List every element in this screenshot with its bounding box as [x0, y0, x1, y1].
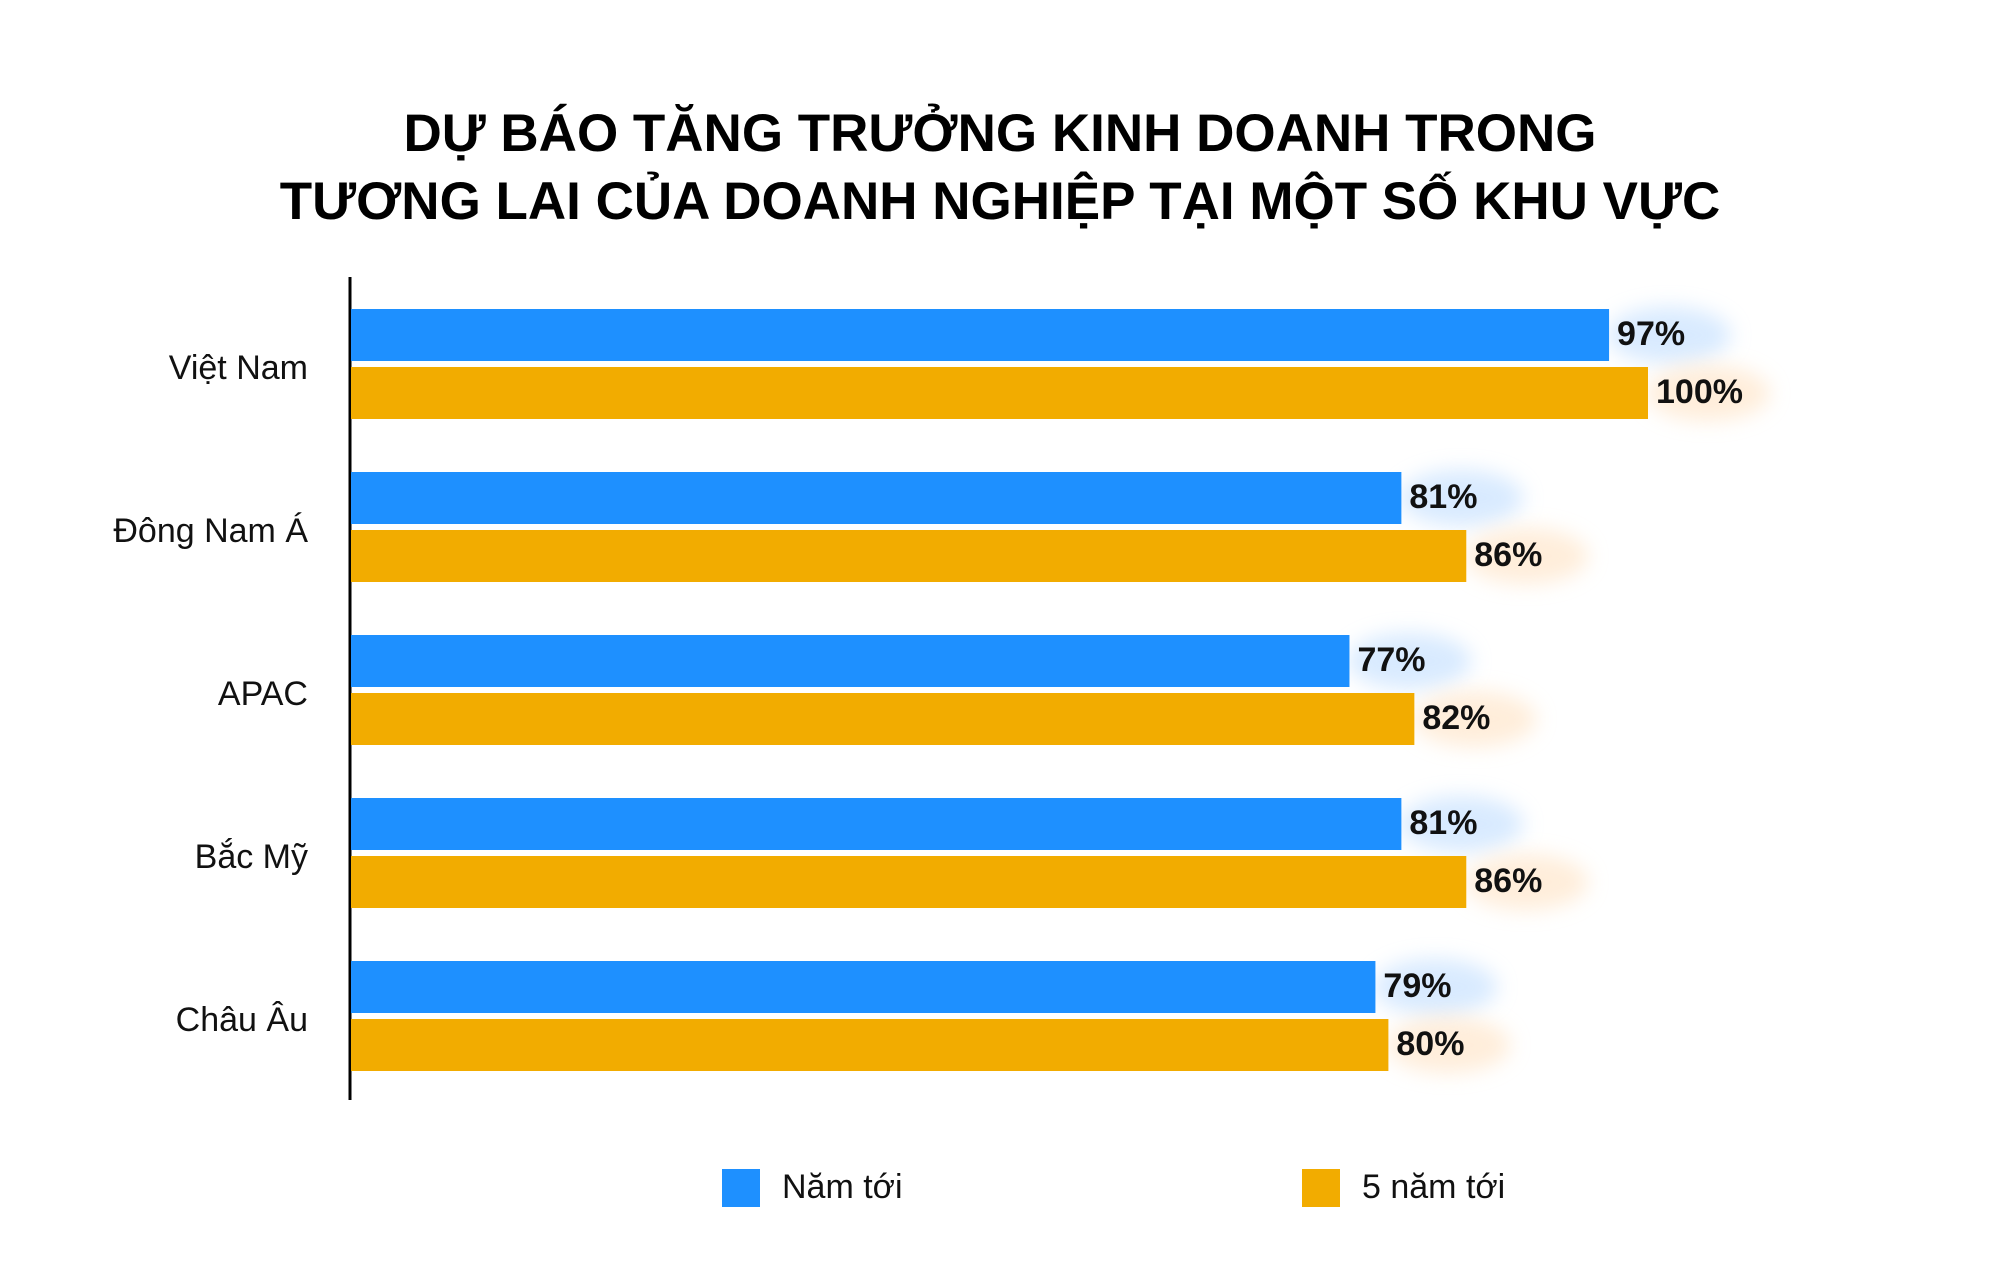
bar-series-1: [351, 961, 1376, 1013]
value-label-glow: [1646, 365, 1770, 421]
value-label-glow: [1464, 528, 1589, 584]
bar-series-1: [351, 309, 1610, 361]
bar-series-2: [351, 1019, 1389, 1071]
legend-swatch-series-1: [722, 1168, 760, 1207]
legend-swatch-series-2: [1302, 1168, 1340, 1207]
chart-title-line-1: DỰ BÁO TĂNG TRƯỞNG KINH DOANH TRONG: [403, 104, 1597, 163]
value-label-glow: [1412, 691, 1537, 747]
value-label: 97%: [1617, 315, 1685, 353]
legend-label-series-1: Năm tới: [782, 1168, 903, 1206]
category-label: Châu Âu: [176, 1001, 308, 1039]
category-label: Đông Nam Á: [113, 512, 308, 550]
bar-series-2: [351, 530, 1467, 582]
bar-series-2: [351, 856, 1467, 908]
value-label-glow: [1399, 796, 1524, 852]
bar-series-1: [351, 798, 1402, 850]
bar-series-1: [351, 472, 1402, 524]
value-label-glow: [1464, 854, 1589, 910]
value-label-glow: [1607, 307, 1732, 363]
value-label: 80%: [1396, 1025, 1464, 1063]
value-label: 79%: [1383, 967, 1451, 1005]
legend-item-series-2: 5 năm tới: [1302, 1168, 1505, 1207]
value-label: 81%: [1409, 478, 1477, 516]
value-label-glow: [1386, 1017, 1511, 1073]
legend-item-series-1: Năm tới: [722, 1168, 903, 1207]
category-label: APAC: [218, 675, 308, 713]
chart-title: DỰ BÁO TĂNG TRƯỞNG KINH DOANH TRONG TƯƠN…: [0, 100, 2000, 236]
value-label: 86%: [1474, 862, 1542, 900]
bar-series-2: [351, 367, 1648, 419]
value-label-glow: [1373, 959, 1498, 1015]
category-label: Việt Nam: [169, 349, 308, 387]
chart-title-line-2: TƯƠNG LAI CỦA DOANH NGHIỆP TẠI MỘT SỐ KH…: [279, 172, 1721, 231]
bar-series-1: [351, 635, 1350, 687]
value-label: 86%: [1474, 536, 1542, 574]
value-label: 81%: [1409, 804, 1477, 842]
category-label: Bắc Mỹ: [195, 838, 308, 876]
value-label: 77%: [1357, 641, 1425, 679]
value-label-glow: [1399, 470, 1524, 526]
value-label-glow: [1347, 633, 1472, 689]
value-label: 82%: [1422, 699, 1490, 737]
value-label: 100%: [1656, 373, 1743, 411]
bar-series-2: [351, 693, 1415, 745]
legend-label-series-2: 5 năm tới: [1362, 1168, 1506, 1206]
chart-legend: Năm tới 5 năm tới: [0, 1168, 2000, 1228]
